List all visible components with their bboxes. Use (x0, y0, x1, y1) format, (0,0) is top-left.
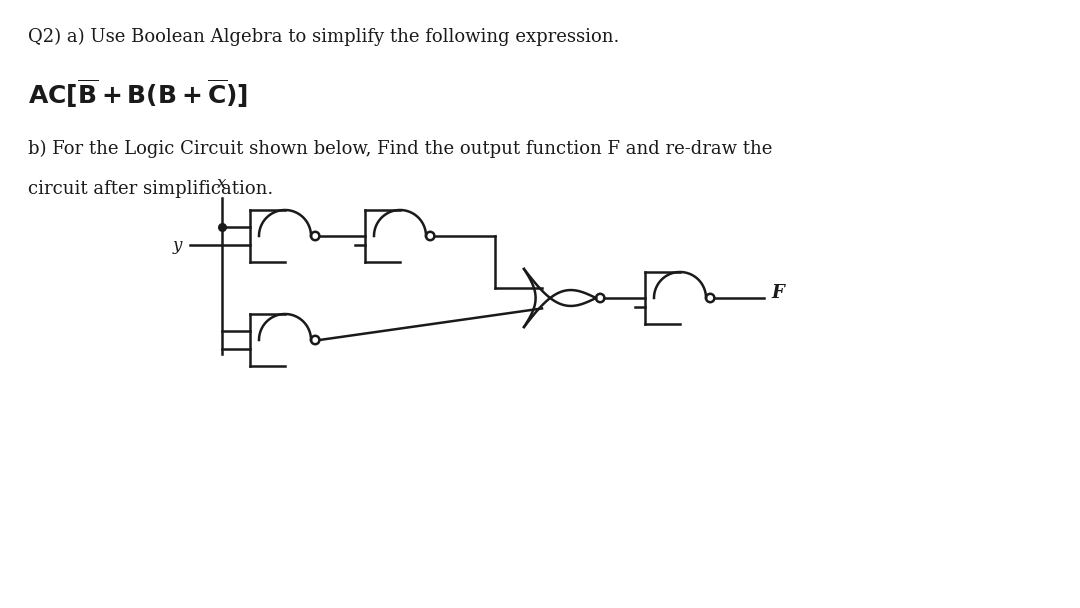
Text: $\mathbf{AC[\overline{B}+B(B+\overline{C})]}$: $\mathbf{AC[\overline{B}+B(B+\overline{C… (28, 78, 248, 110)
Text: b) For the Logic Circuit shown below, Find the output function F and re-draw the: b) For the Logic Circuit shown below, Fi… (28, 140, 772, 158)
Text: Q2) a) Use Boolean Algebra to simplify the following expression.: Q2) a) Use Boolean Algebra to simplify t… (28, 28, 619, 46)
Text: y: y (173, 237, 183, 254)
Text: F: F (771, 284, 784, 302)
Text: x: x (217, 175, 227, 192)
Text: circuit after simplification.: circuit after simplification. (28, 180, 273, 198)
